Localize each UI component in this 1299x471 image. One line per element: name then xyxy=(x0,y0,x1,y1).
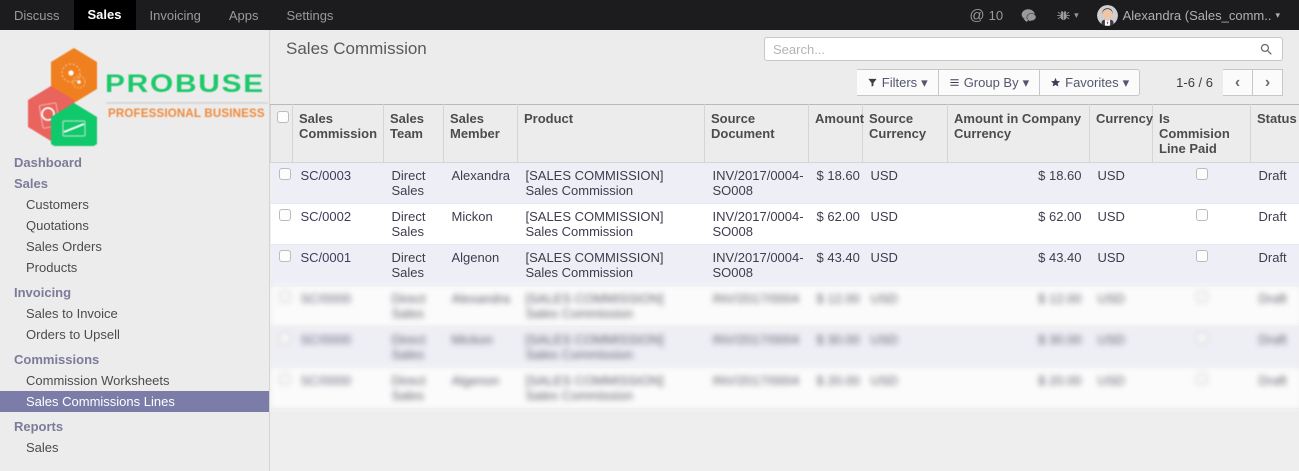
svg-text:PROBUSE: PROBUSE xyxy=(105,70,265,98)
svg-text:PROFESSIONAL BUSINESS: PROFESSIONAL BUSINESS xyxy=(108,108,265,120)
